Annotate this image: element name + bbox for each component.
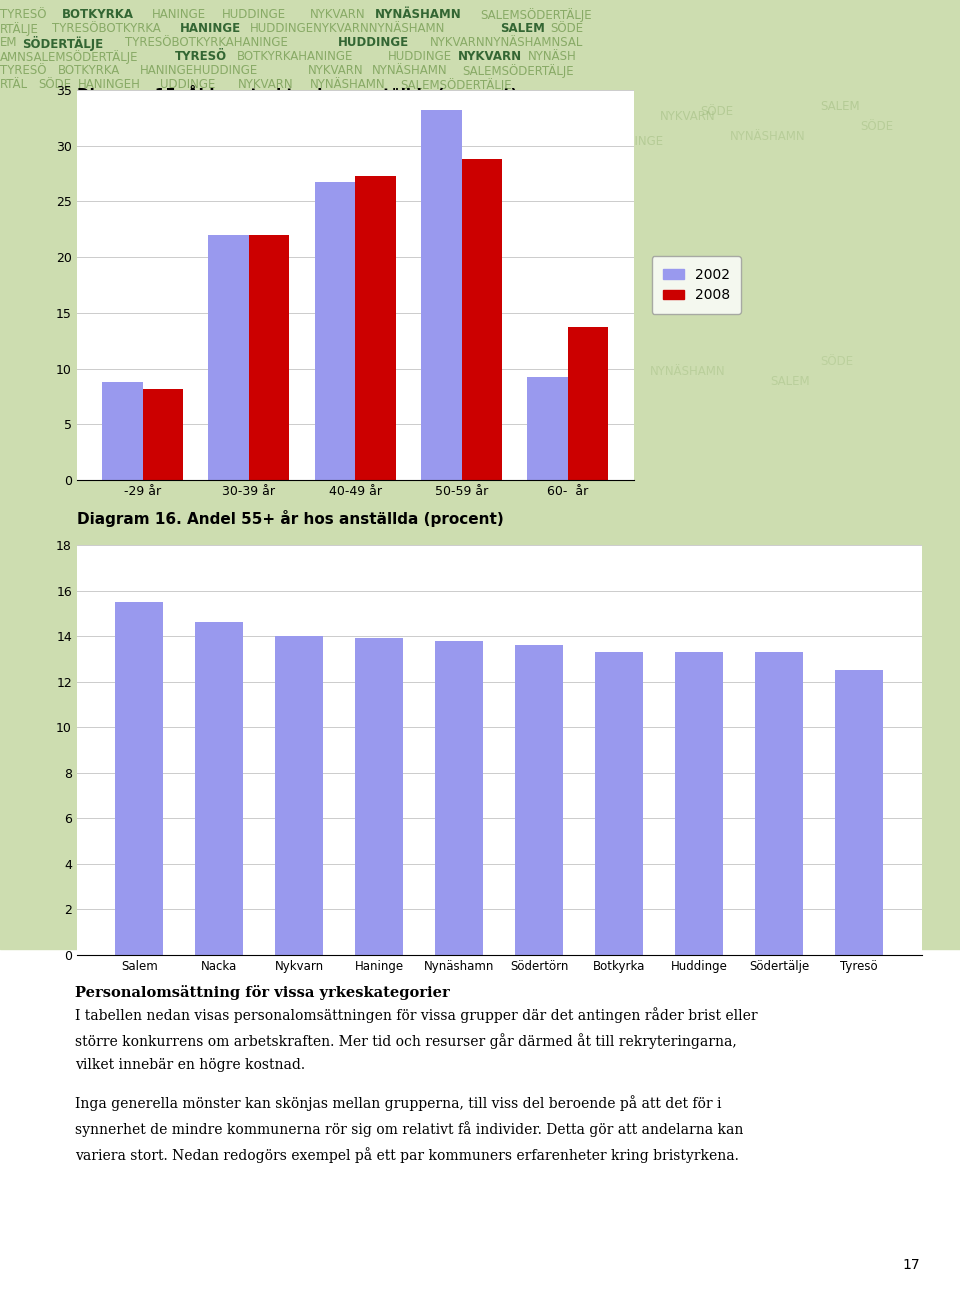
Text: EM: EM bbox=[0, 36, 17, 49]
Text: BOTKYRKAHANINGE: BOTKYRKAHANINGE bbox=[237, 51, 353, 64]
Text: BOTKYRKA: BOTKYRKA bbox=[58, 64, 120, 77]
Text: NYNÄSHAMN: NYNÄSHAMN bbox=[500, 121, 576, 134]
Text: NYNÄSHAMN: NYNÄSHAMN bbox=[730, 130, 805, 143]
Bar bbox=[249, 235, 289, 480]
Text: SALEM: SALEM bbox=[590, 100, 630, 113]
Bar bbox=[516, 645, 564, 955]
Bar bbox=[355, 638, 403, 955]
Text: HUDDINGE: HUDDINGE bbox=[388, 51, 452, 64]
Text: Diagram 16. Andel 55+ år hos anställda (procent): Diagram 16. Andel 55+ år hos anställda (… bbox=[77, 510, 504, 527]
Text: I tabellen nedan visas personalomsättningen för vissa grupper där det antingen r: I tabellen nedan visas personalomsättnin… bbox=[75, 1006, 757, 1071]
Bar bbox=[568, 327, 609, 480]
Text: HUDDINGE: HUDDINGE bbox=[222, 8, 286, 21]
Bar bbox=[142, 389, 183, 480]
Text: NYNÄSHAMN: NYNÄSHAMN bbox=[310, 78, 386, 91]
Text: UDDINGE: UDDINGE bbox=[160, 78, 215, 91]
Legend: 2002, 2008: 2002, 2008 bbox=[652, 257, 741, 314]
Text: SALEM: SALEM bbox=[770, 375, 809, 388]
Bar bbox=[102, 381, 142, 480]
Text: NYKVARN: NYKVARN bbox=[458, 51, 522, 64]
Text: TYRESÖ: TYRESÖ bbox=[0, 8, 46, 21]
Text: SALEMSÖDERTÄLJE: SALEMSÖDERTÄLJE bbox=[480, 8, 591, 22]
Bar bbox=[355, 176, 396, 480]
Text: SÖDE: SÖDE bbox=[550, 22, 583, 35]
Text: SALEM: SALEM bbox=[820, 100, 859, 113]
Text: NYKVARN: NYKVARN bbox=[308, 64, 364, 77]
Text: NYKVARN: NYKVARN bbox=[660, 110, 715, 123]
Text: NYKVARN: NYKVARN bbox=[238, 78, 294, 91]
Text: TYRESÖBOTKYRKAHANINGE: TYRESÖBOTKYRKAHANINGE bbox=[125, 36, 288, 49]
Text: NYKVARN: NYKVARN bbox=[350, 140, 406, 153]
Bar bbox=[115, 602, 163, 955]
Text: SÖDE: SÖDE bbox=[38, 78, 71, 91]
Text: HUDDINGENYKVARNNYNÄSHAMN: HUDDINGENYKVARNNYNÄSHAMN bbox=[250, 22, 445, 35]
Text: TYRESÖBOTKYRKA: TYRESÖBOTKYRKA bbox=[52, 22, 160, 35]
Bar bbox=[208, 235, 249, 480]
Bar bbox=[421, 110, 462, 480]
Text: HANINGE: HANINGE bbox=[180, 22, 241, 35]
Text: 17: 17 bbox=[902, 1258, 920, 1272]
Text: NYNÄSHAMN: NYNÄSHAMN bbox=[650, 364, 726, 377]
Text: AMNSALEMSÖDERTÄLJE: AMNSALEMSÖDERTÄLJE bbox=[0, 51, 138, 64]
Text: NYNÄSHAMN: NYNÄSHAMN bbox=[372, 64, 447, 77]
Bar bbox=[195, 623, 243, 955]
Text: NYNÄSH: NYNÄSH bbox=[580, 150, 629, 163]
Text: HANINGE: HANINGE bbox=[152, 8, 206, 21]
Text: Personalomsättning för vissa yrkeskategorier: Personalomsättning för vissa yrkeskatego… bbox=[75, 984, 449, 1000]
Text: RTÄL: RTÄL bbox=[0, 78, 28, 91]
Bar bbox=[595, 652, 643, 955]
Text: Diagram 15. Åldersstruktur hos anställda (procent): Diagram 15. Åldersstruktur hos anställda… bbox=[77, 86, 517, 102]
Bar bbox=[435, 641, 483, 955]
Text: SÖDE: SÖDE bbox=[820, 355, 853, 368]
Text: NYNÄSHAMN: NYNÄSHAMN bbox=[375, 8, 462, 21]
Bar bbox=[276, 636, 324, 955]
Text: SÖDERTÄLJE: SÖDERTÄLJE bbox=[22, 36, 103, 51]
Text: NYKVARN: NYKVARN bbox=[310, 8, 366, 21]
Text: TYRESÖ: TYRESÖ bbox=[0, 64, 46, 77]
Text: NYKVARNNYNÄSHAMNSAL: NYKVARNNYNÄSHAMNSAL bbox=[430, 36, 584, 49]
Text: HUDDINGE: HUDDINGE bbox=[600, 135, 664, 148]
Bar bbox=[527, 377, 568, 480]
Text: SALEMSÖDERTÄLJE: SALEMSÖDERTÄLJE bbox=[462, 64, 574, 78]
Bar bbox=[835, 671, 883, 955]
Text: NYNÄSH: NYNÄSH bbox=[528, 51, 577, 64]
Text: RTÄLJE: RTÄLJE bbox=[0, 22, 38, 36]
Text: Inga generella mönster kan skönjas mellan grupperna, till viss del beroende på a: Inga generella mönster kan skönjas mella… bbox=[75, 1095, 743, 1163]
Text: HUDDINGE: HUDDINGE bbox=[338, 36, 409, 49]
Bar bbox=[675, 652, 723, 955]
Text: BOTKYRKA: BOTKYRKA bbox=[62, 8, 134, 21]
Text: SÖDE: SÖDE bbox=[860, 121, 893, 134]
Bar bbox=[462, 160, 502, 480]
Text: HANINGE: HANINGE bbox=[100, 115, 155, 128]
Bar bbox=[315, 183, 355, 480]
Text: SALEMSÖDERTÄLJE: SALEMSÖDERTÄLJE bbox=[400, 78, 512, 92]
Text: NYKVARN: NYKVARN bbox=[580, 380, 636, 393]
Text: HANINGEHUDDINGE: HANINGEHUDDINGE bbox=[140, 64, 258, 77]
Text: SÖDE: SÖDE bbox=[700, 105, 733, 118]
Text: SALEM: SALEM bbox=[500, 22, 545, 35]
Bar bbox=[756, 652, 804, 955]
Text: TYRESÖ: TYRESÖ bbox=[175, 51, 228, 64]
Text: HANINGEH: HANINGEH bbox=[78, 78, 141, 91]
